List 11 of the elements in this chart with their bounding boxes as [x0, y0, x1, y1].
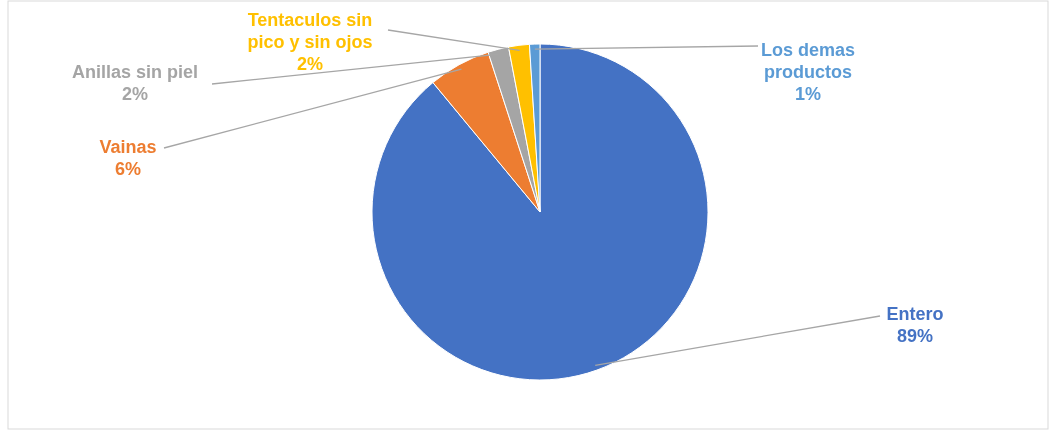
slice-label: Tentaculos sin pico y sin ojos: [247, 10, 373, 52]
slice-label: Anillas sin piel: [71, 62, 199, 82]
data-label: 2%: [121, 84, 149, 104]
slice-label: Entero: [886, 304, 944, 324]
pie-slice: [371, 43, 709, 381]
data-label: 1%: [794, 84, 822, 104]
data-label: 89%: [896, 326, 934, 346]
data-label: 6%: [114, 159, 142, 179]
slice-label: Vainas: [99, 137, 157, 157]
slice-label: Los demas productos: [760, 40, 856, 82]
data-label: 2%: [296, 54, 324, 74]
